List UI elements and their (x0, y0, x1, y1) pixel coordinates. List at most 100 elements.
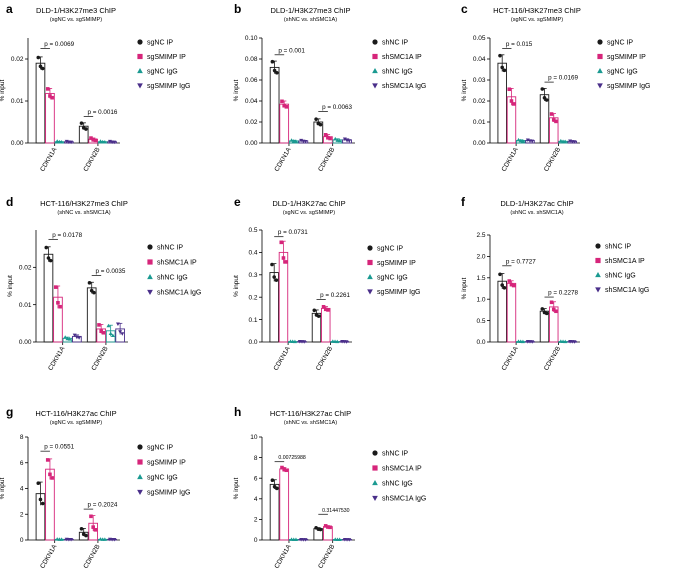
y-tick-label: 0.3 (248, 272, 257, 279)
y-tick-label: 2 (20, 511, 24, 518)
panel-label: c (461, 2, 468, 16)
data-point (312, 308, 317, 313)
data-point (97, 323, 101, 327)
data-point (274, 278, 279, 282)
legend-label: sgNC IP (147, 39, 173, 46)
data-point (102, 140, 107, 144)
legend-label: sgSMIMP IgG (147, 489, 190, 496)
x-tick-label: CDKN1A (501, 146, 521, 173)
data-point (500, 283, 504, 287)
y-axis-label: % input (461, 277, 468, 299)
data-point (498, 272, 502, 277)
data-point (540, 87, 545, 91)
x-tick-label: CDKN2B (317, 147, 336, 173)
data-point (284, 468, 289, 473)
data-point (335, 339, 340, 344)
legend-label: shSMC1A IP (382, 465, 422, 472)
y-tick-label: 0.04 (473, 56, 486, 63)
data-point (344, 340, 349, 344)
p-value-label: p = 0.0169 (548, 75, 578, 82)
chart-panel-g: g HCT-116/H3K27ac ChIP (sgNC vs. sgSMIMP) 0… (0, 405, 190, 570)
legend-marker (595, 257, 601, 264)
y-tick-label: 0.02 (245, 119, 258, 126)
data-point (108, 331, 113, 336)
chart-title: DLD-1/H3K27me3 ChIP (270, 6, 350, 15)
bar (321, 307, 331, 343)
bar (497, 62, 507, 144)
data-point (280, 99, 284, 104)
panel-label: f (461, 195, 466, 209)
data-point (530, 139, 535, 144)
legend-marker (372, 450, 378, 456)
data-point (79, 121, 84, 125)
data-point (98, 139, 103, 143)
data-point (318, 527, 323, 532)
data-point (55, 139, 60, 143)
legend-label: sgSMIMP IP (147, 54, 186, 61)
data-point (63, 335, 68, 339)
bar (35, 62, 46, 144)
legend-marker (147, 274, 153, 280)
chart-panel-h: h HCT-116/H3K27ac ChIP (shNC vs. shSMC1A) 0… (233, 405, 426, 570)
data-point (281, 256, 286, 260)
y-tick-label: 2.0 (476, 254, 485, 261)
x-tick-label: CDKN2B (543, 346, 562, 372)
data-point (275, 486, 279, 491)
data-point (572, 140, 577, 144)
p-value-label: p = 0.0069 (44, 41, 74, 48)
data-point (544, 98, 549, 102)
y-tick-label: 0 (20, 537, 24, 544)
data-point (507, 87, 512, 92)
legend-marker (597, 83, 603, 89)
data-point (509, 282, 514, 287)
x-tick-label: CDKN1A (39, 543, 59, 570)
chart-panel-f: f DLD-1/H3K27ac ChIP (shNC vs. shSMC1A) 0.0… (461, 195, 649, 372)
y-tick-label: 2.5 (476, 232, 485, 239)
y-tick-label: 0.0 (476, 339, 485, 346)
x-tick-label: CDKN2B (90, 346, 109, 372)
bar (539, 310, 550, 343)
chart-subtitle: (shNC vs. shSMC1A) (57, 210, 110, 216)
data-point (347, 538, 352, 542)
y-tick-label: 0.1 (248, 317, 257, 324)
y-axis-label: % input (0, 79, 6, 101)
data-point (38, 64, 43, 69)
data-point (530, 340, 535, 344)
data-point (282, 467, 286, 472)
x-tick-label: CDKN1A (39, 146, 59, 173)
data-point (84, 533, 88, 538)
legend-label: sgNC IP (377, 245, 403, 252)
p-value-label: p = 0.2261 (320, 292, 350, 299)
data-point (115, 322, 120, 326)
data-point (284, 105, 289, 109)
chart-title: HCT-116/H3K27ac ChIP (270, 409, 351, 418)
legend-label: sgSMIMP IP (377, 260, 416, 267)
legend-label: sgNC IgG (607, 68, 638, 75)
y-axis-label: % input (233, 275, 240, 297)
data-point (293, 537, 298, 542)
legend-label: sgNC IgG (377, 274, 408, 281)
data-point (563, 139, 568, 144)
chart-subtitle: (shNC vs. shSMC1A) (284, 420, 337, 426)
data-point (69, 538, 74, 542)
legend-marker (137, 68, 143, 74)
data-point (45, 87, 50, 91)
p-value-label: p = 0.0178 (52, 232, 82, 239)
legend-label: shSMC1A IgG (382, 83, 426, 90)
y-tick-label: 0.00 (19, 339, 32, 346)
legend-marker (372, 495, 378, 501)
legend-marker (147, 289, 153, 295)
p-value-label: p = 0.0035 (95, 268, 125, 275)
legend-label: shNC IP (605, 243, 631, 250)
y-tick-label: 0 (254, 537, 258, 544)
legend-marker (147, 259, 153, 265)
y-tick-label: 0.06 (245, 77, 258, 84)
data-point (549, 300, 554, 305)
data-point (542, 96, 547, 100)
p-value-label: 0.31447530 (322, 508, 350, 514)
y-tick-label: 1.0 (476, 296, 485, 303)
chart-panel-c: c HCT-116/H3K27me3 ChIP (sgNC vs. sgSMIMP)… (461, 2, 650, 173)
legend-marker (595, 272, 601, 278)
chart-title: HCT-116/H3K27me3 ChIP (40, 199, 128, 208)
legend-marker (372, 83, 378, 89)
